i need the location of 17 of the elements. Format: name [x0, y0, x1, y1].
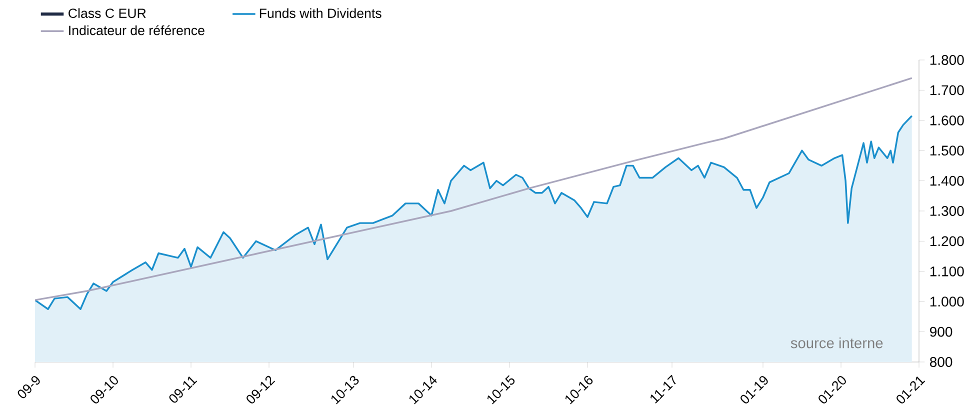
annotation: source interne [790, 337, 883, 348]
legend-label: Funds with Dividents [260, 8, 382, 18]
y-tick-label: 1.300 [930, 206, 964, 216]
y-tick-label: 1.600 [930, 115, 964, 126]
legend-label: Class C EUR [68, 8, 146, 18]
y-tick-label: 1.700 [930, 85, 964, 96]
y-tick-label: 1.800 [930, 55, 964, 65]
legend-label: Indicateur de référence [69, 25, 204, 36]
y-tick-label: 1.200 [930, 236, 964, 246]
y-tick-label: 900 [930, 326, 952, 337]
y-tick-label: 800 [930, 357, 952, 367]
y-tick-label: 1.100 [930, 266, 964, 276]
x-tick-label: 09-9 [18, 376, 40, 398]
y-tick-label: 1.000 [930, 296, 964, 307]
y-tick-label: 1.500 [930, 146, 964, 156]
line-series [35, 77, 913, 301]
y-tick-label: 1.400 [930, 176, 964, 186]
